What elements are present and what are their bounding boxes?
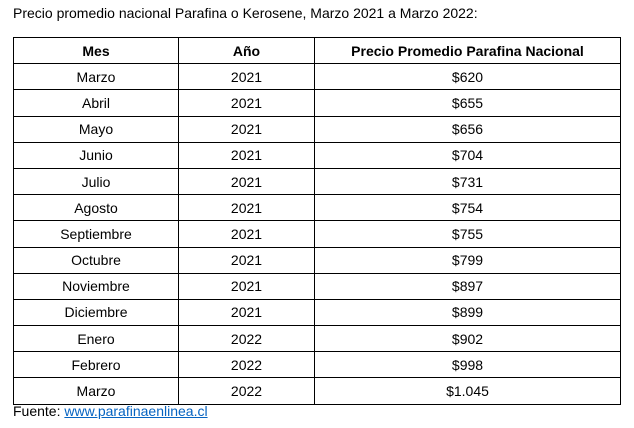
table-body: Marzo 2021 $620 Abril 2021 $655 Mayo 2021 $656 Ju…	[13, 63, 621, 405]
price-table: Mes Año Precio Promedio Parafina Nacional …	[13, 36, 621, 405]
table-cell: Diciembre	[13, 298, 179, 327]
table-row: Marzo 2022 $1.045	[13, 377, 621, 405]
table-cell: 2021	[178, 272, 315, 300]
table-cell: Marzo	[13, 377, 179, 405]
table-cell: $998	[314, 351, 621, 379]
table-row: Noviembre 2021 $897	[13, 272, 621, 300]
table-cell: $754	[314, 194, 621, 222]
table-row: Septiembre 2021 $755	[13, 220, 621, 248]
title: Precio promedio nacional Parafina o Kero…	[13, 5, 478, 21]
table-row: Agosto 2021 $754	[13, 194, 621, 222]
table-cell: Octubre	[13, 246, 179, 274]
table-cell: 2021	[178, 194, 315, 222]
table-cell: $897	[314, 272, 621, 300]
table-cell: $899	[314, 298, 621, 327]
table-cell: 2021	[178, 115, 315, 143]
table-row: Diciembre 2021 $899	[13, 298, 621, 327]
column-header: Año	[178, 36, 315, 65]
column-header: Precio Promedio Parafina Nacional	[314, 36, 621, 65]
table-cell: 2022	[178, 377, 315, 405]
table-row: Mayo 2021 $656	[13, 115, 621, 143]
column-header: Mes	[13, 36, 179, 65]
table-row: Octubre 2021 $799	[13, 246, 621, 274]
table-cell: Enero	[13, 325, 179, 353]
source-link[interactable]: www.parafinaenlinea.cl	[64, 403, 208, 419]
header-row: Mes Año Precio Promedio Parafina Nacional	[13, 36, 621, 65]
table-cell: 2021	[178, 141, 315, 169]
table-cell: $799	[314, 246, 621, 274]
table-row: Enero 2022 $902	[13, 325, 621, 353]
table-cell: Julio	[13, 167, 179, 196]
table-cell: Febrero	[13, 351, 179, 379]
table-row: Junio 2021 $704	[13, 141, 621, 169]
table-cell: 2021	[178, 298, 315, 327]
table-row: Febrero 2022 $998	[13, 351, 621, 379]
table-cell: 2022	[178, 325, 315, 353]
table-cell: 2022	[178, 351, 315, 379]
table-cell: Septiembre	[13, 220, 179, 248]
table-cell: $620	[314, 63, 621, 91]
table-row: Marzo 2021 $620	[13, 63, 621, 91]
table-cell: Agosto	[13, 194, 179, 222]
table-cell: 2021	[178, 246, 315, 274]
table-cell: 2021	[178, 63, 315, 91]
table-row: Abril 2021 $655	[13, 89, 621, 117]
footer: Fuente: www.parafinaenlinea.cl	[13, 403, 208, 419]
table-cell: Marzo	[13, 63, 179, 91]
table-cell: 2021	[178, 220, 315, 248]
table-cell: $655	[314, 89, 621, 117]
table-cell: $1.045	[314, 377, 621, 405]
table-cell: Junio	[13, 141, 179, 169]
table-cell: Noviembre	[13, 272, 179, 300]
table-row: Julio 2021 $731	[13, 167, 621, 196]
table-cell: $755	[314, 220, 621, 248]
table-cell: 2021	[178, 89, 315, 117]
table-cell: 2021	[178, 167, 315, 196]
table-cell: $731	[314, 167, 621, 196]
table-cell: $656	[314, 115, 621, 143]
table-cell: $902	[314, 325, 621, 353]
source-label: Fuente:	[13, 403, 61, 419]
table-cell: Mayo	[13, 115, 179, 143]
table-cell: $704	[314, 141, 621, 169]
table-cell: Abril	[13, 89, 179, 117]
